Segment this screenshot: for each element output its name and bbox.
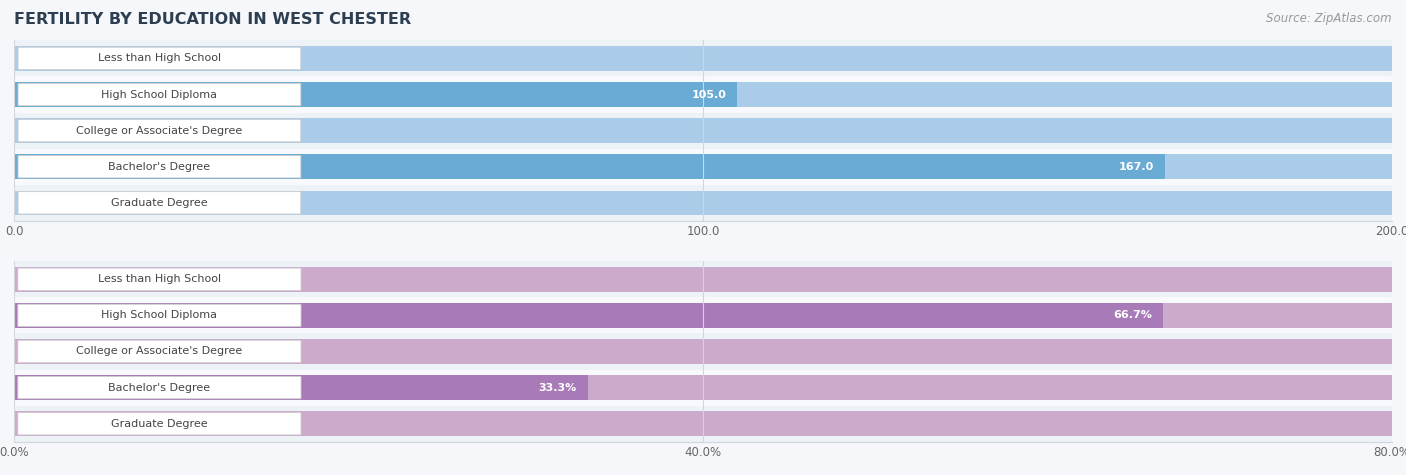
- FancyBboxPatch shape: [18, 376, 301, 399]
- Text: 167.0: 167.0: [1118, 162, 1153, 172]
- Bar: [14, 339, 1392, 364]
- Text: High School Diploma: High School Diploma: [101, 310, 218, 321]
- Text: Source: ZipAtlas.com: Source: ZipAtlas.com: [1267, 12, 1392, 25]
- FancyBboxPatch shape: [18, 47, 301, 70]
- FancyBboxPatch shape: [18, 268, 301, 291]
- Text: College or Associate's Degree: College or Associate's Degree: [76, 125, 243, 136]
- Text: Less than High School: Less than High School: [98, 53, 221, 64]
- Bar: [14, 40, 1392, 76]
- Text: 0.0: 0.0: [39, 198, 56, 208]
- Bar: [14, 370, 1392, 406]
- Bar: [14, 406, 1392, 442]
- Text: Bachelor's Degree: Bachelor's Degree: [108, 162, 211, 172]
- Text: 33.3%: 33.3%: [538, 382, 576, 393]
- Text: 0.0%: 0.0%: [39, 346, 67, 357]
- Text: Graduate Degree: Graduate Degree: [111, 198, 208, 208]
- Bar: [14, 82, 738, 107]
- Text: Graduate Degree: Graduate Degree: [111, 418, 208, 429]
- Bar: [14, 267, 1392, 292]
- Bar: [14, 113, 1392, 149]
- Bar: [14, 76, 1392, 113]
- FancyBboxPatch shape: [18, 155, 301, 178]
- Text: 105.0: 105.0: [692, 89, 727, 100]
- Text: Less than High School: Less than High School: [98, 274, 221, 285]
- Bar: [14, 411, 1392, 436]
- FancyBboxPatch shape: [18, 304, 301, 327]
- Bar: [14, 303, 1163, 328]
- Bar: [14, 82, 1392, 107]
- Bar: [14, 261, 1392, 297]
- Bar: [14, 190, 1392, 215]
- FancyBboxPatch shape: [18, 412, 301, 435]
- Bar: [14, 375, 1392, 400]
- FancyBboxPatch shape: [18, 340, 301, 363]
- FancyBboxPatch shape: [18, 119, 301, 142]
- Text: 0.0%: 0.0%: [39, 418, 67, 429]
- Bar: [14, 154, 1392, 179]
- Text: 66.7%: 66.7%: [1114, 310, 1152, 321]
- Text: Bachelor's Degree: Bachelor's Degree: [108, 382, 211, 393]
- Bar: [14, 154, 1164, 179]
- FancyBboxPatch shape: [18, 191, 301, 214]
- FancyBboxPatch shape: [18, 83, 301, 106]
- Bar: [14, 118, 1392, 143]
- Text: 0.0: 0.0: [39, 53, 56, 64]
- Bar: [14, 375, 588, 400]
- Text: FERTILITY BY EDUCATION IN WEST CHESTER: FERTILITY BY EDUCATION IN WEST CHESTER: [14, 12, 411, 27]
- Bar: [14, 297, 1392, 333]
- Text: College or Associate's Degree: College or Associate's Degree: [76, 346, 243, 357]
- Bar: [14, 46, 1392, 71]
- Bar: [14, 333, 1392, 370]
- Text: 0.0: 0.0: [39, 125, 56, 136]
- Bar: [14, 185, 1392, 221]
- Text: 0.0%: 0.0%: [39, 274, 67, 285]
- Bar: [14, 303, 1392, 328]
- Text: High School Diploma: High School Diploma: [101, 89, 218, 100]
- Bar: [14, 149, 1392, 185]
